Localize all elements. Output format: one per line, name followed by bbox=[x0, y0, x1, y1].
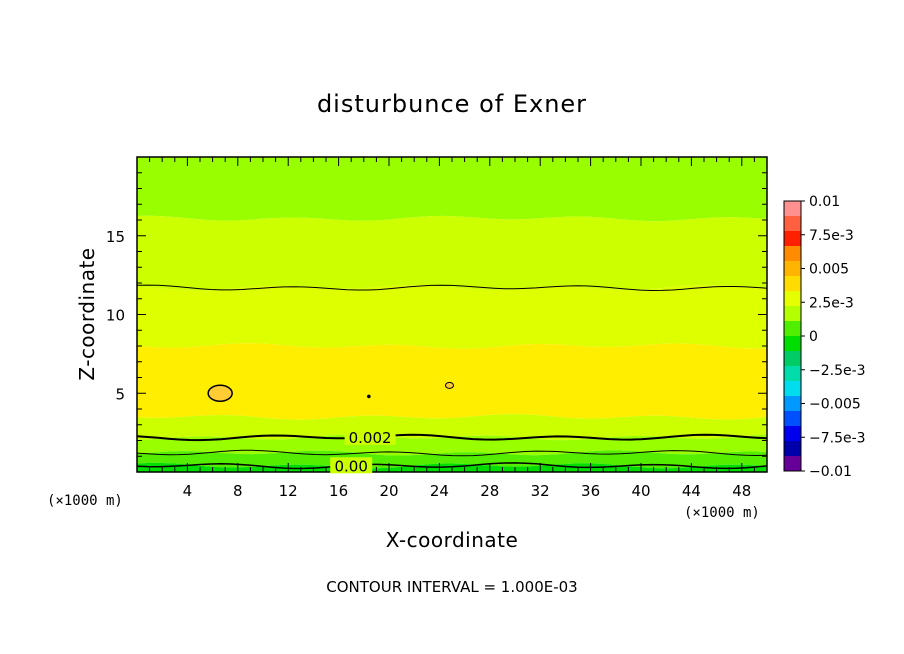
x-tick-label: 32 bbox=[531, 482, 550, 500]
contour-line bbox=[136, 462, 768, 470]
chart-title: disturbunce of Exner bbox=[317, 90, 587, 118]
colorbar-swatch bbox=[784, 426, 801, 442]
closed-contour bbox=[367, 394, 371, 399]
closed-contour bbox=[444, 381, 454, 389]
contour-line bbox=[136, 449, 768, 457]
colorbar-label: −7.5e-3 bbox=[809, 430, 866, 446]
contour-label: 0.002 bbox=[349, 429, 392, 447]
x-tick-label: 20 bbox=[379, 482, 398, 500]
colorbar-label: 0 bbox=[809, 329, 818, 345]
colorbar-swatch bbox=[784, 306, 801, 322]
x-axis-ticks: 4 8 12 16 20 24 28 32 36 40 44 48 bbox=[149, 157, 755, 500]
colorbar-label: −2.5e-3 bbox=[809, 363, 866, 379]
plot-area bbox=[137, 157, 767, 472]
colorbar-swatch bbox=[784, 396, 801, 412]
contour-labels: 0.002 0.00 bbox=[330, 428, 396, 475]
colorbar-swatch bbox=[784, 291, 801, 307]
x-tick-label: 24 bbox=[430, 482, 449, 500]
y-tick-label: 15 bbox=[106, 228, 125, 246]
colorbar-label: −0.01 bbox=[809, 464, 852, 480]
x-unit-right: (×1000 m) bbox=[684, 505, 760, 521]
colorbar-swatch bbox=[784, 321, 801, 337]
colorbar-swatch bbox=[784, 216, 801, 232]
y-tick-label: 5 bbox=[115, 385, 125, 403]
field-band bbox=[137, 285, 767, 349]
contour-interval-note: CONTOUR INTERVAL = 1.000E-03 bbox=[326, 578, 577, 596]
contour-label: 0.00 bbox=[334, 457, 367, 475]
x-tick-label: 48 bbox=[732, 482, 751, 500]
colorbar-swatch bbox=[784, 201, 801, 217]
colorbar-swatch bbox=[784, 246, 801, 262]
contour-label-bg bbox=[344, 428, 396, 445]
colorbar-swatch bbox=[784, 456, 801, 472]
colorbar-label: −0.005 bbox=[809, 397, 861, 413]
colorbar-swatch bbox=[784, 441, 801, 457]
contour-line bbox=[136, 284, 768, 292]
contour-lines bbox=[136, 284, 768, 470]
contour-line bbox=[136, 433, 768, 442]
x-tick-label: 28 bbox=[480, 482, 499, 500]
colorbar-swatch bbox=[784, 366, 801, 382]
colorbar-swatch bbox=[784, 351, 801, 367]
colorbar bbox=[783, 200, 802, 472]
contour-label-bg bbox=[330, 457, 373, 474]
x-axis-label: X-coordinate bbox=[386, 528, 519, 552]
y-tick-label: 10 bbox=[106, 307, 125, 325]
field-band bbox=[137, 215, 767, 291]
field-band bbox=[137, 343, 767, 420]
field-band bbox=[137, 157, 767, 222]
x-tick-label: 12 bbox=[279, 482, 298, 500]
y-axis-label: Z-coordinate bbox=[75, 247, 99, 380]
x-tick-label: 36 bbox=[581, 482, 600, 500]
field-band bbox=[137, 450, 767, 469]
x-unit-left: (×1000 m) bbox=[47, 493, 123, 509]
x-tick-label: 8 bbox=[233, 482, 243, 500]
colorbar-label: 2.5e-3 bbox=[809, 295, 854, 311]
y-axis-ticks: 5 10 15 bbox=[106, 172, 767, 457]
x-tick-label: 16 bbox=[329, 482, 348, 500]
colorbar-label: 7.5e-3 bbox=[809, 228, 854, 244]
closed-contour bbox=[207, 384, 233, 402]
colorbar-swatch bbox=[784, 381, 801, 397]
colorbar-labels: 0.01 7.5e-3 0.005 2.5e-3 0 −2.5e-3 −0.005 −7.5e… bbox=[801, 194, 866, 480]
colorbar-swatch bbox=[784, 411, 801, 427]
colorbar-swatch bbox=[784, 276, 801, 292]
x-tick-label: 4 bbox=[183, 482, 193, 500]
x-tick-label: 44 bbox=[682, 482, 701, 500]
colorbar-swatch bbox=[784, 231, 801, 247]
field-band bbox=[137, 414, 767, 441]
colorbar-label: 0.005 bbox=[809, 262, 849, 278]
colorbar-swatch bbox=[784, 336, 801, 352]
x-tick-label: 40 bbox=[631, 482, 650, 500]
colorbar-label: 0.01 bbox=[809, 194, 840, 210]
colorbar-swatch bbox=[784, 261, 801, 277]
